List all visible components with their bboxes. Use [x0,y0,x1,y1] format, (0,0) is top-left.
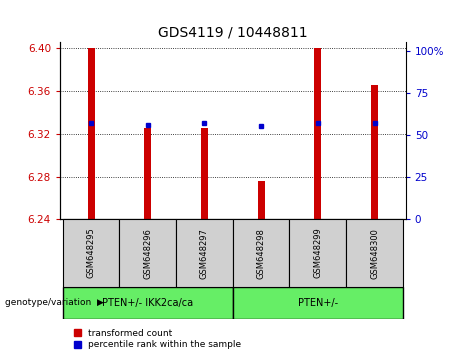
Bar [119,219,176,287]
Bar [233,219,290,287]
Bar [63,287,233,319]
Text: GSM648300: GSM648300 [370,228,379,279]
Text: GSM648296: GSM648296 [143,228,152,279]
Bar [258,181,265,219]
Bar [290,219,346,287]
Title: GDS4119 / 10448811: GDS4119 / 10448811 [158,26,307,40]
Bar [63,219,119,287]
Bar [233,287,403,319]
Text: GSM648295: GSM648295 [87,228,95,279]
Text: GSM648297: GSM648297 [200,228,209,279]
Text: genotype/variation  ▶: genotype/variation ▶ [5,298,103,307]
Text: PTEN+/- IKK2ca/ca: PTEN+/- IKK2ca/ca [102,298,193,308]
Text: GSM648298: GSM648298 [257,228,266,279]
Legend: transformed count, percentile rank within the sample: transformed count, percentile rank withi… [74,329,241,349]
Text: PTEN+/-: PTEN+/- [298,298,338,308]
Bar [346,219,403,287]
Bar [88,48,95,219]
Bar [144,128,151,219]
Text: GSM648299: GSM648299 [313,228,322,279]
Bar [314,48,321,219]
Bar [176,219,233,287]
Bar [371,85,378,219]
Bar [201,128,208,219]
